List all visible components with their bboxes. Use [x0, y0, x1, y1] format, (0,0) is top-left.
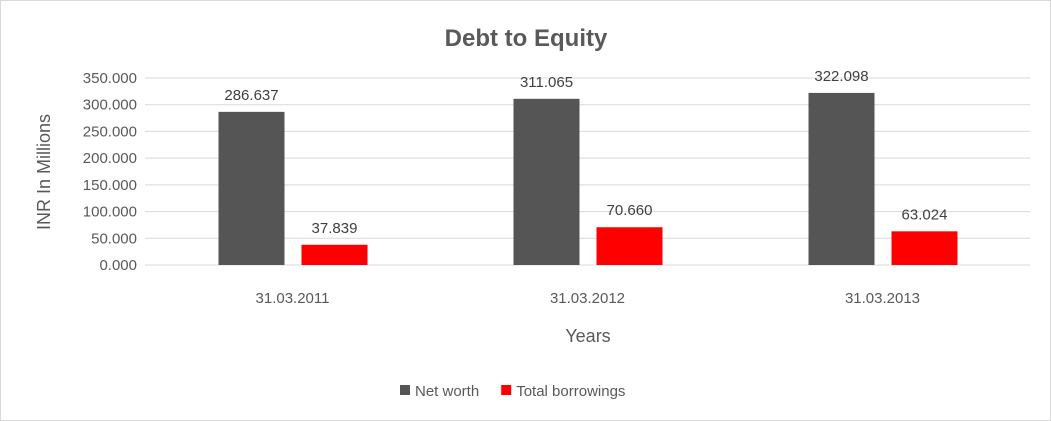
- bar-total-borrowings: [596, 227, 663, 265]
- y-tick-label: 350.000: [83, 70, 137, 87]
- y-tick-label: 0.000: [99, 257, 137, 274]
- data-label: 37.839: [312, 220, 358, 237]
- data-label: 63.024: [902, 206, 948, 223]
- data-label: 322.098: [814, 68, 868, 85]
- bar-net-worth: [513, 98, 580, 265]
- legend-swatch: [400, 385, 410, 395]
- x-tick-label: 31.03.2011: [256, 290, 330, 307]
- legend-label: Total borrowings: [516, 383, 625, 400]
- bar-total-borrowings: [891, 231, 958, 265]
- y-axis-label: INR In Millions: [34, 114, 54, 230]
- legend-label: Net worth: [415, 383, 479, 400]
- chart-title: Debt to Equity: [445, 25, 608, 52]
- x-tick-label: 31.03.2013: [845, 290, 920, 307]
- bar-net-worth: [218, 111, 285, 265]
- y-tick-label: 200.000: [83, 150, 137, 167]
- y-tick-label: 300.000: [83, 97, 137, 114]
- data-label: 286.637: [224, 87, 278, 104]
- bar-net-worth: [808, 92, 875, 265]
- y-tick-label: 250.000: [83, 123, 137, 140]
- y-tick-label: 100.000: [83, 204, 137, 221]
- y-tick-label: 50.000: [91, 230, 137, 247]
- legend-swatch: [501, 385, 512, 395]
- data-label: 70.660: [607, 202, 653, 219]
- x-tick-label: 31.03.2012: [550, 290, 625, 307]
- x-axis-label: Years: [565, 326, 610, 346]
- y-tick-label: 150.000: [83, 177, 137, 194]
- data-label: 311.065: [520, 74, 573, 91]
- bar-total-borrowings: [301, 244, 368, 265]
